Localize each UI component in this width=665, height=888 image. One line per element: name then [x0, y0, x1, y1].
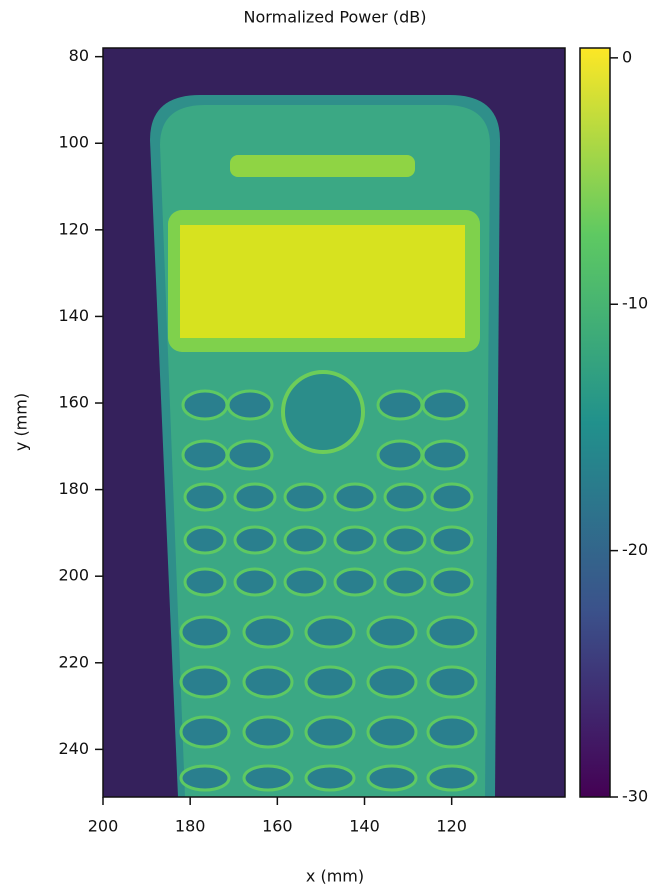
x-tick-label: 140: [349, 817, 380, 836]
colorbar-tick-label: -20: [622, 540, 648, 559]
y-tick-label: 120: [58, 219, 89, 238]
y-tick-label: 100: [58, 133, 89, 152]
colorbar-label: Normalized Power (dB): [244, 8, 427, 27]
y-tick-label: 180: [58, 479, 89, 498]
y-tick-label: 160: [58, 393, 89, 412]
y-tick-label: 220: [58, 652, 89, 671]
colorbar-tick-label: -30: [622, 787, 648, 806]
x-tick-label: 180: [175, 817, 206, 836]
colorbar: [579, 47, 611, 798]
plot-frame: [102, 47, 566, 798]
x-axis-label: x (mm): [306, 867, 364, 886]
y-tick-label: 240: [58, 739, 89, 758]
y-tick-label: 200: [58, 566, 89, 585]
x-tick-label: 120: [436, 817, 467, 836]
y-tick-label: 80: [69, 46, 89, 65]
colorbar-tick-label: -10: [622, 294, 648, 313]
x-tick-label: 160: [262, 817, 293, 836]
x-tick-label: 200: [88, 817, 119, 836]
heatmap-image: [103, 48, 565, 797]
colorbar-tick-label: 0: [622, 47, 632, 66]
y-tick-label: 140: [58, 306, 89, 325]
y-axis-label: y (mm): [12, 393, 31, 451]
